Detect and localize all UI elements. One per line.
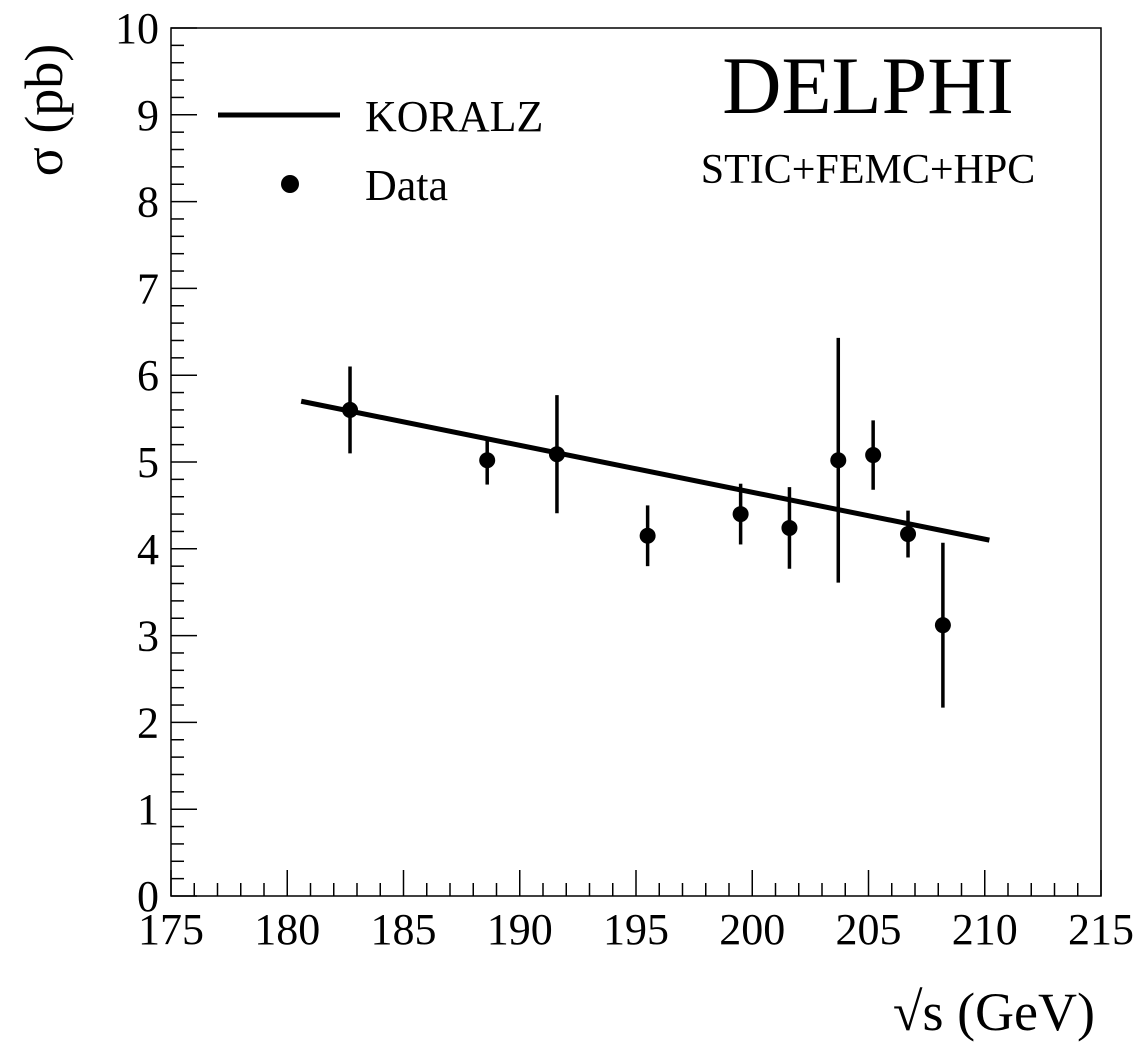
y-tick-label: 1 bbox=[137, 785, 159, 834]
data-point bbox=[732, 506, 749, 523]
data-point bbox=[830, 452, 847, 469]
y-tick-label: 7 bbox=[137, 264, 159, 313]
data-point bbox=[781, 519, 798, 536]
data-point bbox=[342, 401, 359, 418]
koralz-line bbox=[300, 398, 990, 543]
x-tick-label: 195 bbox=[603, 905, 669, 954]
data-point bbox=[934, 617, 951, 634]
plot-area bbox=[300, 337, 990, 708]
y-tick-label: 8 bbox=[137, 178, 159, 227]
x-tick-label: 205 bbox=[836, 905, 902, 954]
data-point bbox=[900, 526, 917, 543]
experiment-label: DELPHI bbox=[722, 40, 1014, 131]
data-point bbox=[865, 447, 882, 464]
y-tick-label: 2 bbox=[137, 698, 159, 747]
legend-label-data: Data bbox=[365, 161, 448, 210]
y-tick-label: 3 bbox=[137, 612, 159, 661]
y-tick-label: 6 bbox=[137, 351, 159, 400]
axis-ticks: 175 180 185 190 195 200 205 210 215 0 1 2 3 4 5 6 7 8 9 10 bbox=[115, 4, 1134, 954]
x-tick-label: 190 bbox=[487, 905, 553, 954]
x-tick-label: 180 bbox=[254, 905, 320, 954]
legend: KORALZ Data bbox=[218, 92, 543, 210]
x-tick-label: 200 bbox=[719, 905, 785, 954]
x-axis-title: √s (GeV) bbox=[893, 982, 1095, 1042]
x-tick-label: 210 bbox=[952, 905, 1018, 954]
legend-label-koralz: KORALZ bbox=[365, 92, 543, 141]
x-tick-label: 175 bbox=[138, 905, 204, 954]
legend-marker-swatch bbox=[281, 175, 299, 193]
plot-frame bbox=[170, 27, 1102, 897]
x-tick-label: 185 bbox=[371, 905, 437, 954]
x-axis-label: √s (GeV) bbox=[893, 982, 1095, 1042]
detectors-label: STIC+FEMC+HPC bbox=[701, 147, 1035, 193]
y-tick-label: 9 bbox=[137, 91, 159, 140]
y-axis-label: σ (pb) bbox=[14, 44, 74, 177]
data-point bbox=[479, 452, 496, 469]
y-tick-label: 5 bbox=[137, 438, 159, 487]
y-tick-label: 4 bbox=[137, 525, 159, 574]
x-tick-label: 215 bbox=[1068, 905, 1134, 954]
data-point bbox=[639, 527, 656, 544]
y-tick-label: 0 bbox=[137, 872, 159, 921]
y-tick-label: 10 bbox=[115, 4, 159, 53]
data-point bbox=[548, 446, 565, 463]
